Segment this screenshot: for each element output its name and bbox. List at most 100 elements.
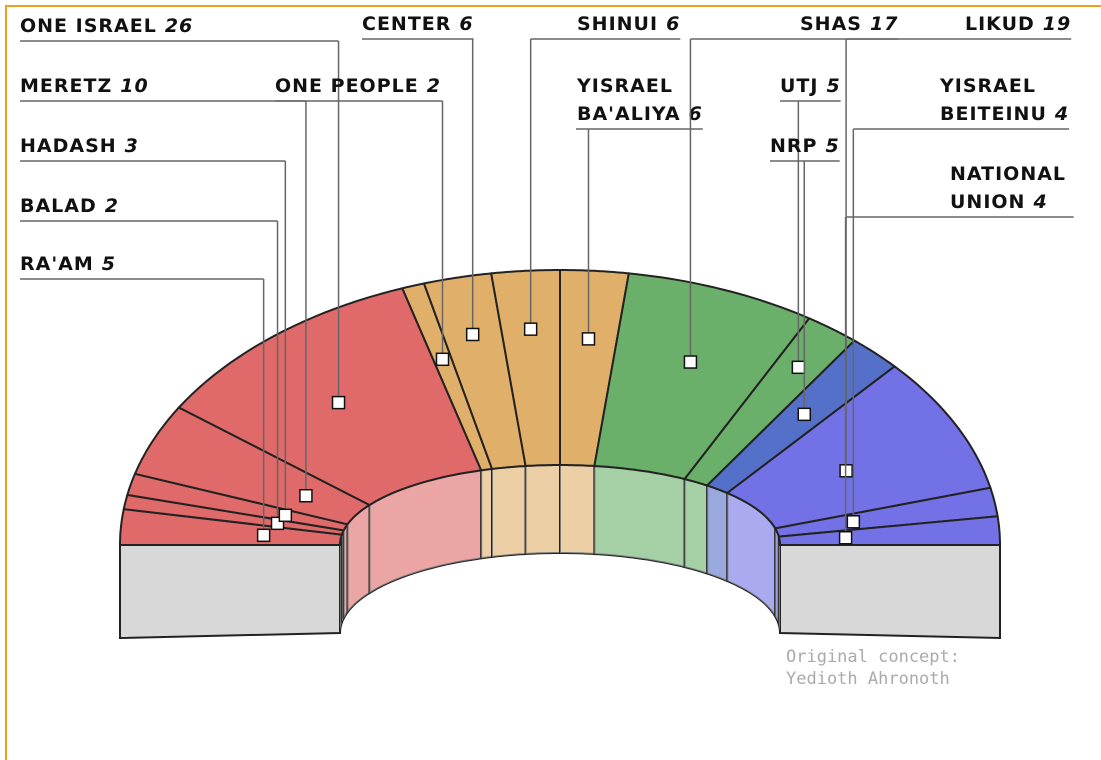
seat-count: 5	[826, 75, 840, 97]
party-name: CENTER	[362, 13, 451, 35]
party-label: MERETZ 10	[20, 75, 149, 97]
seat-segment	[490, 269, 561, 556]
party-name: BALAD	[20, 195, 97, 217]
leader-line	[20, 100, 307, 496]
marker	[797, 407, 812, 422]
leader-line	[20, 278, 265, 536]
party-name-part: UNION	[950, 191, 1025, 213]
seat-segment	[559, 269, 630, 556]
party-name: ONE PEOPLE	[275, 75, 419, 97]
seat-count: 5	[825, 135, 839, 157]
leader-line	[362, 38, 474, 335]
leader-line	[275, 100, 444, 360]
marker	[791, 360, 806, 375]
marker	[256, 528, 271, 543]
inner-wall-shade	[778, 536, 780, 633]
leader-line	[852, 128, 1070, 522]
inner-wall-shade	[369, 470, 482, 593]
party-label: LIKUD 19	[965, 13, 1071, 35]
party-name: UTJ	[780, 75, 818, 97]
seat-count: 4	[1032, 191, 1047, 213]
seat-segment	[177, 287, 483, 595]
party-name: YISRAEL BEITEINU	[939, 75, 1047, 125]
annotation: Original concept:	[786, 647, 960, 667]
inner-wall-shade	[684, 479, 708, 574]
inner-wall-shade	[347, 505, 370, 613]
party-name: YISRAEL BA'ALIYA	[576, 75, 681, 125]
seat-count: 6	[689, 103, 703, 125]
seat-count: 2	[105, 195, 119, 217]
seat-segment	[725, 365, 992, 621]
inner-wall-shade	[594, 466, 685, 568]
leader-line	[780, 100, 841, 368]
leader-line	[844, 216, 1074, 538]
party-name: SHAS	[800, 13, 862, 35]
marker	[683, 355, 698, 369]
seat-count: 6	[459, 13, 473, 35]
marker	[465, 327, 480, 342]
party-name: HADASH	[20, 135, 117, 157]
seat-segment	[682, 317, 857, 575]
party-name-part: YISRAEL	[576, 75, 681, 97]
party-name: LIKUD	[965, 13, 1035, 35]
seat-segment	[777, 515, 1001, 633]
party-label: RA'AM 5	[20, 253, 116, 275]
leader-line	[529, 38, 681, 330]
frame	[5, 5, 1101, 760]
party-label: SHINUI 6	[577, 13, 680, 35]
marker	[278, 508, 293, 523]
annotation: Yedioth Ahronoth	[786, 669, 950, 689]
seat-count: 19	[1043, 13, 1071, 35]
seat-segment	[593, 272, 811, 569]
inner-wall-shade	[727, 493, 776, 617]
party-label: YISRAEL BA'ALIYA 6	[576, 75, 703, 125]
marker	[299, 488, 313, 503]
seat-count: 26	[165, 15, 193, 37]
inner-wall-shade	[707, 485, 728, 581]
party-name: RA'AM	[20, 253, 94, 275]
inner-wall-shade	[492, 466, 526, 557]
party-label: YISRAEL BEITEINU 4	[939, 75, 1069, 125]
seat-count: 2	[427, 75, 441, 97]
party-label: UTJ 5	[780, 75, 841, 97]
party-name-part: BEITEINU	[940, 103, 1047, 125]
party-label: NATIONAL UNION 4	[950, 163, 1074, 213]
marker	[523, 322, 538, 336]
leader-line	[576, 128, 703, 339]
leader-line	[20, 220, 279, 524]
marker	[435, 352, 450, 367]
leader-line	[770, 160, 840, 415]
marker	[581, 332, 596, 346]
party-label: SHAS 17	[800, 13, 898, 35]
seat-count: 3	[125, 135, 139, 157]
seat-segment	[422, 272, 527, 558]
seat-count: 4	[1054, 103, 1069, 125]
seat-count: 17	[870, 13, 898, 35]
leader-line	[20, 160, 287, 516]
party-name-part: BA'ALIYA	[577, 103, 681, 125]
end-wall	[119, 544, 341, 640]
party-name: NRP	[770, 135, 817, 157]
party-name: NATIONAL UNION	[950, 163, 1074, 213]
party-label: ONE ISRAEL 26	[20, 15, 193, 37]
party-name: SHINUI	[577, 13, 658, 35]
inner-wall-shade	[481, 468, 492, 559]
seat-count: 6	[666, 13, 680, 35]
segment-top	[777, 515, 1001, 546]
inner-wall-shade	[525, 465, 560, 554]
party-label: ONE PEOPLE 2	[275, 75, 441, 97]
seat-count: 5	[102, 253, 116, 275]
party-label: HADASH 3	[20, 135, 139, 157]
party-name-part: YISRAEL	[939, 75, 1044, 97]
party-name: MERETZ	[20, 75, 112, 97]
party-label: BALAD 2	[20, 195, 119, 217]
end-wall	[779, 544, 1001, 640]
seat-count: 10	[120, 75, 148, 97]
party-label: CENTER 6	[362, 13, 474, 35]
party-name: ONE ISRAEL	[20, 15, 157, 37]
party-name-part: NATIONAL	[950, 163, 1074, 185]
inner-wall-shade	[560, 465, 595, 554]
marker	[331, 395, 346, 410]
